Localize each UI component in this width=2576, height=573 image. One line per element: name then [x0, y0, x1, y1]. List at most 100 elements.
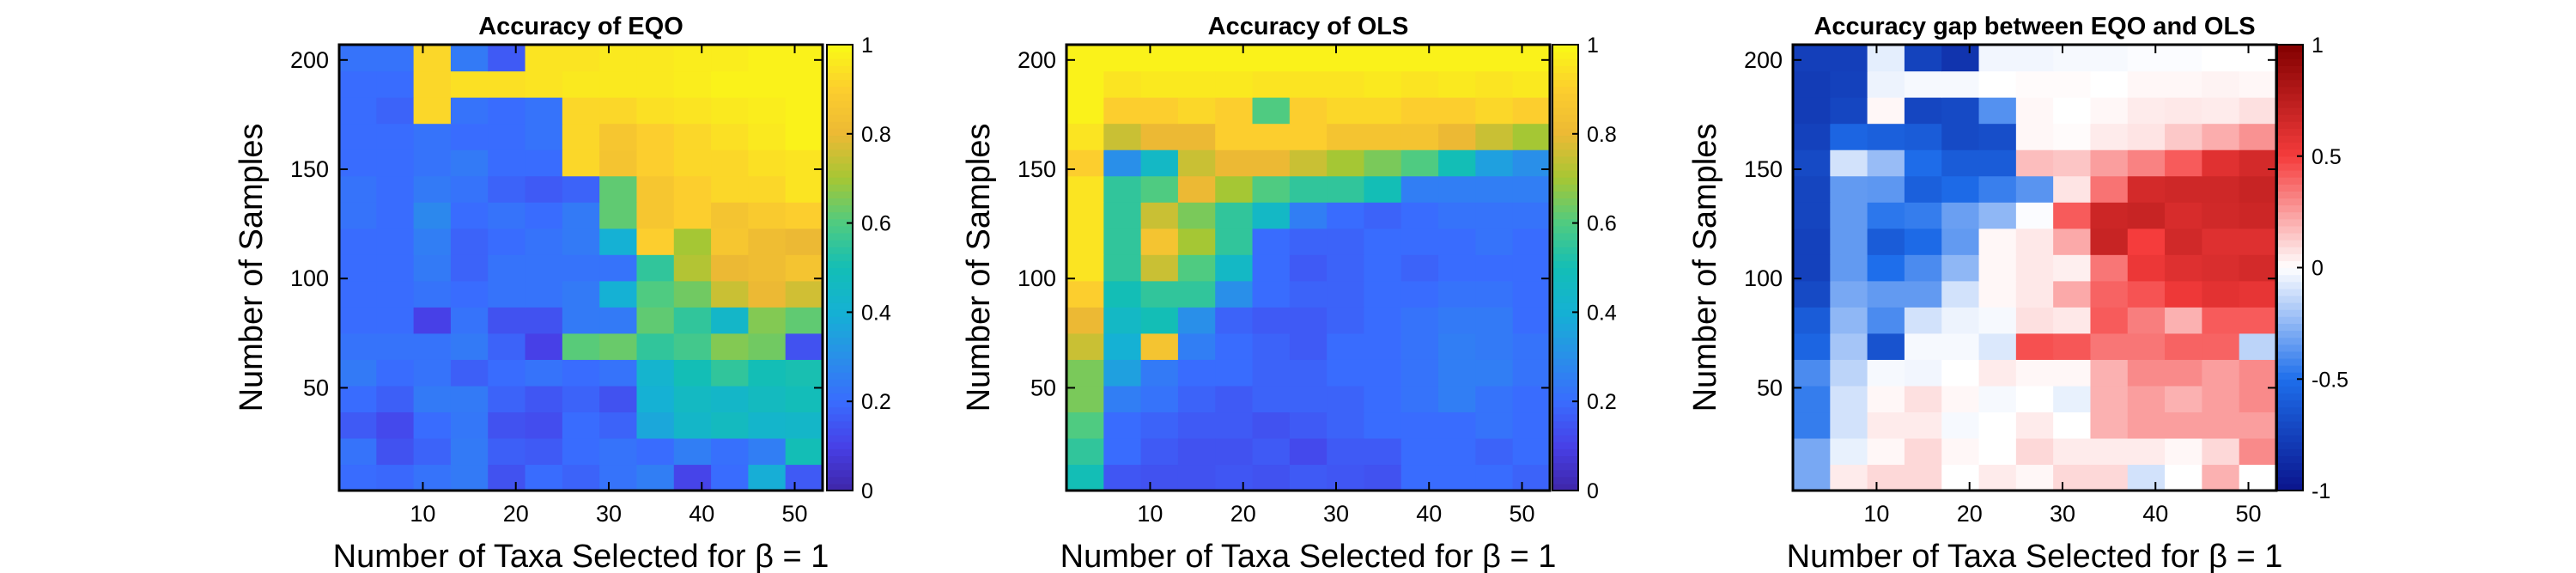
x-tick-label: 40	[2142, 501, 2168, 527]
colorbar-segment	[1552, 155, 1578, 164]
heatmap-cell	[2053, 359, 2092, 387]
heatmap-cell	[2015, 45, 2054, 72]
heatmap-cell	[1904, 228, 1942, 255]
colorbar-segment	[2277, 483, 2303, 491]
heatmap-cell	[1978, 437, 2017, 466]
colorbar-segment	[1552, 476, 1578, 485]
heatmap-cell	[1140, 228, 1179, 255]
heatmap-cell	[2127, 149, 2166, 177]
heatmap-cell	[413, 385, 452, 413]
heatmap-cell	[1177, 359, 1216, 387]
colorbar-segment	[827, 204, 853, 213]
heatmap-cell	[1438, 149, 1476, 177]
heatmap-cell	[1364, 464, 1402, 491]
heatmap-cell	[1066, 123, 1104, 150]
heatmap-cell	[636, 45, 675, 72]
heatmap-cell	[1103, 45, 1142, 72]
heatmap-cell	[376, 97, 415, 125]
heatmap-cell	[1140, 70, 1179, 98]
heatmap-cell	[1793, 359, 1831, 387]
heatmap-cell	[2202, 175, 2240, 203]
heatmap-cell	[2090, 123, 2129, 150]
colorbar-segment	[1552, 413, 1578, 422]
heatmap-cell	[2090, 411, 2129, 439]
heatmap-cell	[2127, 254, 2166, 282]
heatmap-cell	[1830, 228, 1868, 255]
heatmap-cell	[1475, 202, 1514, 229]
heatmap-cell	[673, 254, 712, 282]
heatmap-cell	[413, 359, 452, 387]
x-tick-label: 30	[1323, 501, 1349, 527]
heatmap-cell	[1289, 385, 1327, 413]
colorbar-segment	[1552, 107, 1578, 115]
heatmap-cell	[1512, 70, 1551, 98]
heatmap-cell	[673, 45, 712, 72]
heatmap-cell	[339, 280, 377, 308]
heatmap-cell	[562, 411, 600, 439]
heatmap-cell	[1140, 175, 1179, 203]
colorbar-segment	[1552, 45, 1578, 52]
heatmap-cell	[1289, 411, 1327, 439]
heatmap-cell	[711, 332, 749, 360]
heatmap-cell	[2165, 175, 2202, 203]
heatmap-cell	[525, 70, 563, 98]
heatmap-cell	[1438, 97, 1476, 125]
colorbar-frame	[1552, 44, 1579, 491]
heatmap-cell	[1941, 385, 1980, 413]
heatmap-cell	[1941, 359, 1980, 387]
heatmap-cell	[1103, 464, 1142, 491]
heatmap-cell	[2090, 332, 2129, 360]
heatmap-cell	[1103, 228, 1142, 255]
colorbar-tick-label: 0.8	[861, 123, 891, 147]
heatmap-cell	[1512, 280, 1551, 308]
heatmap-cell	[1400, 359, 1439, 387]
heatmap-cell	[2239, 45, 2277, 72]
heatmap-cell	[1830, 332, 1868, 360]
heatmap-cell	[1066, 45, 1104, 72]
y-tick-label: 200	[1018, 47, 1056, 73]
colorbar-segment	[2277, 267, 2303, 276]
heatmap-cell	[2239, 332, 2277, 360]
heatmap-cell	[1066, 437, 1104, 466]
heatmap-cell	[1364, 307, 1402, 334]
heatmap-cell	[339, 202, 377, 229]
heatmap-cell	[1512, 123, 1551, 150]
colorbar-segment	[2277, 302, 2303, 310]
heatmap-cell	[1140, 411, 1179, 439]
heatmap-cell	[1177, 123, 1216, 150]
heatmap-cell	[2165, 149, 2202, 177]
heatmap-cell	[1066, 359, 1104, 387]
heatmap-cell	[636, 254, 675, 282]
heatmap-cell	[2015, 123, 2054, 150]
heatmap-cell	[1512, 97, 1551, 125]
heatmap-cell	[2239, 149, 2277, 177]
heatmap-cell	[2239, 385, 2277, 413]
heatmap-cell	[1941, 202, 1980, 229]
heatmap-cell	[1830, 464, 1868, 491]
heatmap-cell	[1327, 464, 1365, 491]
heatmap-cell	[1867, 45, 1905, 72]
heatmap-cell	[2053, 149, 2092, 177]
heatmap-cell	[488, 359, 526, 387]
heatmap-cell	[2202, 464, 2240, 491]
heatmap-cell	[1140, 254, 1179, 282]
heatmap-cell	[2090, 149, 2129, 177]
heatmap-cell	[2202, 123, 2240, 150]
heatmap-cell	[562, 45, 600, 72]
heatmap-cell	[525, 149, 563, 177]
heatmap-cell	[1177, 332, 1216, 360]
colorbar-segment	[827, 184, 853, 192]
heatmap-cell	[785, 332, 823, 360]
heatmap-cell	[1830, 411, 1868, 439]
colorbar-segment	[1552, 288, 1578, 296]
colorbar-segment	[1552, 323, 1578, 332]
colorbar-segment	[1552, 232, 1578, 241]
heatmap-cell	[2015, 411, 2054, 439]
heatmap-cell	[1103, 359, 1142, 387]
heatmap-cell	[1400, 149, 1439, 177]
heatmap-cell	[1941, 70, 1980, 98]
heatmap-cell	[1512, 307, 1551, 334]
heatmap-cell	[1289, 70, 1327, 98]
colorbar-segment	[1552, 100, 1578, 108]
heatmap-cell	[2239, 228, 2277, 255]
